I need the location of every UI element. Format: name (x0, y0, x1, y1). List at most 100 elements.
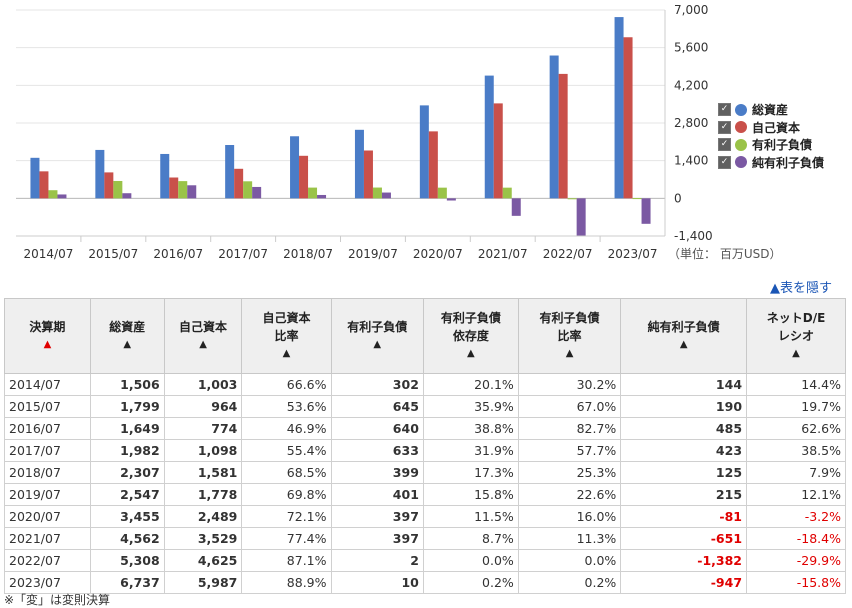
checkbox-icon[interactable]: ✓ (718, 155, 731, 169)
table-cell: 22.6% (517, 483, 622, 506)
bar-3 (48, 190, 58, 199)
column-header[interactable]: ネットD/E レシオ ▲ (746, 298, 846, 374)
bar-2 (428, 131, 438, 199)
table-cell: 20.1% (422, 373, 519, 396)
table-cell: 215 (620, 483, 748, 506)
x-tick-label: 2017/07 (218, 247, 268, 261)
sort-arrow-icon[interactable]: ▲ (466, 348, 475, 359)
bar-1 (30, 157, 40, 199)
table-cell: 72.1% (241, 505, 332, 528)
legend-dot-icon (735, 103, 747, 116)
bar-2 (299, 155, 309, 199)
sort-arrow-icon[interactable]: ▲ (43, 339, 52, 350)
x-tick-label: 2019/07 (348, 247, 398, 261)
table-cell: 5,308 (89, 549, 165, 572)
y-tick-label: 7,000 (674, 3, 708, 17)
table-cell: 87.1% (241, 549, 332, 572)
sort-arrow-icon[interactable]: ▲ (679, 339, 688, 350)
checkbox-icon[interactable]: ✓ (718, 120, 731, 134)
table-cell: 964 (163, 395, 243, 418)
legend-item[interactable]: ✓ 総資産 (718, 101, 824, 119)
table-cell: 397 (330, 505, 424, 528)
legend-item[interactable]: ✓ 自己資本 (718, 119, 824, 137)
sort-arrow-icon[interactable]: ▲ (792, 348, 800, 359)
legend-item[interactable]: ✓ 有利子負債 (718, 136, 824, 154)
table-row: 2020/07 3,455 2,489 72.1% 397 11.5% 16.0% -81 -3… (4, 505, 846, 528)
bar-1 (614, 17, 624, 199)
table-cell: 7.9% (746, 461, 846, 484)
table-cell: 2023/07 (4, 571, 91, 594)
table-row: 2018/07 2,307 1,581 68.5% 399 17.3% 25.3% 125 7.… (4, 461, 846, 484)
table-cell: 11.3% (517, 527, 622, 550)
table-cell: 0.2% (517, 571, 622, 594)
header-label: 純有利子負債 (647, 320, 720, 334)
bar-4 (576, 198, 586, 236)
legend-label: 自己資本 (752, 120, 801, 135)
bar-4 (187, 185, 197, 199)
column-header[interactable]: 総資産 ▲ (89, 298, 165, 374)
column-header[interactable]: 自己資本 ▲ (163, 298, 243, 374)
table-row: 2016/07 1,649 774 46.9% 640 38.8% 82.7% 485 62.6… (4, 417, 846, 440)
legend-label: 総資産 (752, 103, 789, 118)
sort-arrow-icon[interactable]: ▲ (123, 339, 132, 350)
table-cell: 46.9% (241, 417, 332, 440)
table-cell: 68.5% (241, 461, 332, 484)
table-cell: 302 (330, 373, 424, 396)
bar-2 (363, 150, 373, 199)
table-cell: -3.2% (746, 505, 846, 528)
x-tick-label: 2023/07 (608, 247, 658, 261)
bar-1 (95, 149, 105, 199)
column-header[interactable]: 有利子負債 比率 ▲ (517, 298, 622, 374)
table-cell: 2018/07 (4, 461, 91, 484)
checkbox-icon[interactable]: ✓ (718, 138, 731, 152)
sort-arrow-icon[interactable]: ▲ (373, 339, 382, 350)
table-cell: 15.8% (422, 483, 519, 506)
sort-arrow-icon[interactable]: ▲ (565, 348, 574, 359)
table-cell: 1,003 (163, 373, 243, 396)
bar-4 (381, 192, 391, 199)
sort-arrow-icon[interactable]: ▲ (199, 339, 207, 350)
column-header[interactable]: 有利子負債 依存度 ▲ (422, 298, 519, 374)
bar-3 (178, 181, 188, 199)
header-label: 総資産 (109, 320, 146, 334)
column-header[interactable]: 純有利子負債 ▲ (620, 298, 748, 374)
bar-4 (641, 198, 651, 224)
table-row: 2023/07 6,737 5,987 88.9% 10 0.2% 0.2% -947 -15.… (4, 571, 846, 594)
column-header[interactable]: 有利子負債 ▲ (330, 298, 424, 374)
header-label: 有利子負債 (347, 320, 408, 334)
table-cell: 144 (620, 373, 748, 396)
column-header[interactable]: 自己資本 比率 ▲ (241, 298, 332, 374)
table-cell: 35.9% (422, 395, 519, 418)
legend-label: 純有利子負債 (752, 155, 825, 170)
bar-3 (437, 187, 447, 199)
table-cell: 1,982 (89, 439, 165, 462)
table-cell: 25.3% (517, 461, 622, 484)
bar-1 (290, 136, 300, 199)
financial-table: 決算期 ▲ 総資産 ▲ 自己資本 ▲ 自己資本 比率 ▲ 有利子負債 ▲ 有利子負債 依存度 ▲ 有利子負債… (4, 298, 846, 594)
header-label: 自己資本 (179, 320, 228, 334)
bar-4 (446, 198, 456, 201)
table-cell: 38.5% (746, 439, 846, 462)
sort-arrow-icon[interactable]: ▲ (282, 348, 291, 359)
y-tick-label: 0 (674, 191, 682, 205)
table-cell: 0.2% (422, 571, 519, 594)
table-cell: 8.7% (422, 527, 519, 550)
bar-3 (372, 187, 382, 199)
table-cell: 77.4% (241, 527, 332, 550)
header-label: 有利子負債 (539, 311, 600, 325)
table-cell: 82.7% (517, 417, 622, 440)
table-cell: -18.4% (746, 527, 846, 550)
checkbox-icon[interactable]: ✓ (718, 103, 731, 117)
legend-label: 有利子負債 (752, 138, 813, 153)
legend-item[interactable]: ✓ 純有利子負債 (718, 154, 824, 172)
unit-label: （単位： 百万USD） (668, 246, 781, 261)
table-cell: 401 (330, 483, 424, 506)
column-header[interactable]: 決算期 ▲ (4, 298, 91, 374)
bar-4 (57, 194, 67, 199)
table-cell: -81 (620, 505, 748, 528)
table-cell: 645 (330, 395, 424, 418)
hide-table-link[interactable]: ▲表を隠す (770, 281, 832, 296)
table-cell: 30.2% (517, 373, 622, 396)
bar-3 (308, 187, 318, 199)
table-cell: 2014/07 (4, 373, 91, 396)
